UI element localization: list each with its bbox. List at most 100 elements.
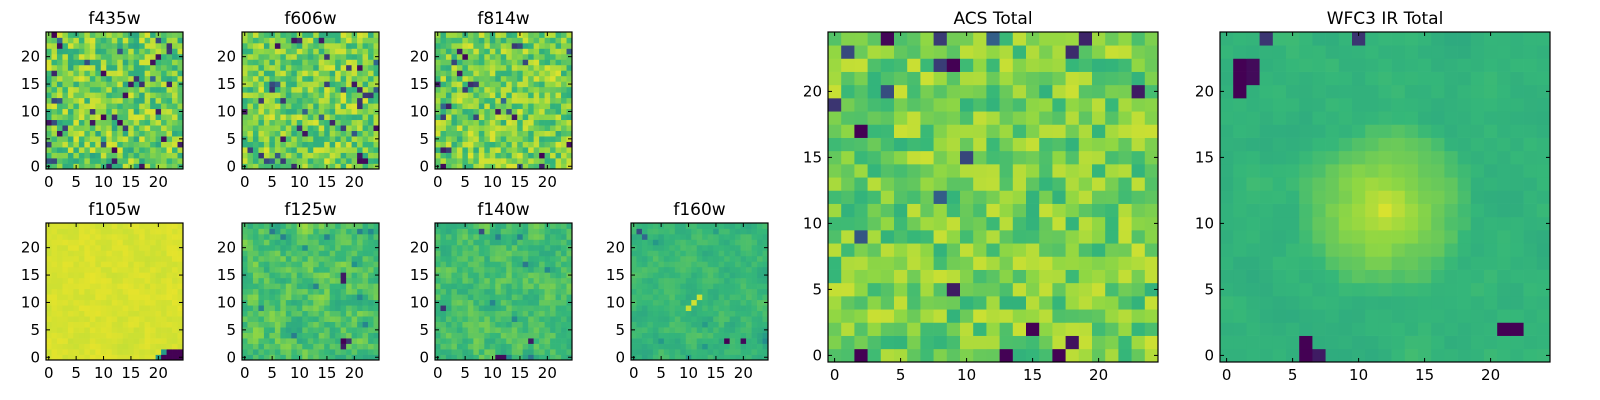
heatmap-cell	[373, 37, 380, 44]
heatmap-cell	[139, 103, 145, 110]
heatmap-cell	[51, 163, 58, 170]
heatmap-cell	[658, 266, 665, 273]
heatmap-cell	[544, 86, 551, 93]
heatmap-cell	[528, 136, 534, 142]
heatmap-cell	[757, 349, 763, 355]
heatmap-cell	[46, 42, 52, 49]
heatmap-cell	[84, 354, 91, 361]
heatmap-cell	[89, 42, 96, 49]
heatmap-cell	[351, 261, 358, 268]
heatmap-cell	[920, 190, 934, 204]
heatmap-cell	[95, 42, 102, 49]
heatmap-cell	[78, 228, 85, 235]
heatmap-cell	[307, 244, 314, 251]
heatmap-cell	[1144, 230, 1159, 244]
heatmap-cell	[89, 158, 96, 164]
heatmap-cell	[84, 239, 91, 246]
heatmap-cell	[177, 119, 184, 126]
heatmap-cell	[67, 332, 74, 339]
heatmap-cell	[128, 158, 135, 164]
heatmap-cell	[946, 348, 961, 363]
heatmap-cell	[550, 114, 556, 121]
heatmap-cell	[84, 305, 91, 312]
heatmap-cell	[511, 103, 518, 110]
heatmap-cell	[506, 288, 513, 295]
x-tick-label: 0	[240, 173, 250, 191]
heatmap-cell	[696, 294, 703, 301]
heatmap-cell	[100, 125, 107, 131]
heatmap-cell	[274, 316, 281, 322]
heatmap-cell	[51, 92, 58, 99]
heatmap-cell	[500, 239, 507, 246]
heatmap-cell	[346, 42, 352, 49]
heatmap-cell	[296, 310, 303, 317]
heatmap-cell	[318, 152, 325, 159]
heatmap-cell	[106, 158, 113, 164]
heatmap-cell	[51, 299, 58, 306]
heatmap-cell	[269, 349, 276, 355]
heatmap-cell	[920, 309, 934, 323]
heatmap-cell	[702, 288, 709, 295]
heatmap-cell	[269, 97, 276, 104]
heatmap-cell	[467, 332, 474, 339]
heatmap-cell	[658, 299, 665, 306]
heatmap-cell	[313, 288, 320, 295]
heatmap-cell	[473, 141, 480, 148]
heatmap-cell	[84, 343, 91, 350]
heatmap-cell	[451, 86, 458, 93]
heatmap-cell	[247, 305, 254, 312]
heatmap-cell	[155, 250, 162, 257]
heatmap-cell	[78, 239, 85, 246]
heatmap-cell	[894, 243, 908, 257]
heatmap-cell	[351, 37, 358, 44]
heatmap-cell	[362, 349, 369, 355]
heatmap-cell	[78, 75, 85, 82]
heatmap-cell	[111, 130, 118, 137]
heatmap-cell	[495, 70, 502, 77]
heatmap-cell	[478, 103, 485, 110]
heatmap-cell	[445, 70, 452, 77]
heatmap-cell	[362, 163, 369, 170]
heatmap-cell	[351, 114, 358, 121]
heatmap-cell	[155, 108, 162, 115]
heatmap-cell	[172, 130, 178, 137]
heatmap-cell	[351, 327, 358, 333]
heatmap-cell	[247, 233, 254, 240]
x-tick-label: 0	[44, 364, 54, 382]
heatmap-cell	[517, 64, 524, 71]
heatmap-cell	[713, 250, 720, 257]
heatmap-cell	[280, 92, 287, 99]
heatmap-cell	[56, 294, 63, 301]
heatmap-cell	[285, 288, 292, 295]
heatmap-cell	[100, 283, 107, 290]
heatmap-cell	[489, 92, 496, 99]
heatmap-cell	[247, 86, 254, 93]
heatmap-cell	[511, 158, 518, 164]
heatmap-cell	[445, 130, 452, 137]
heatmap-cell	[663, 250, 670, 257]
heatmap-cell	[373, 288, 380, 295]
heatmap-cell	[511, 250, 518, 257]
heatmap-cell	[473, 244, 480, 251]
heatmap-cell	[56, 233, 63, 240]
heatmap-cell	[106, 233, 113, 240]
heatmap-cell	[95, 250, 102, 257]
heatmap-cell	[89, 108, 96, 115]
heatmap-cell	[302, 152, 309, 159]
heatmap-cell	[674, 228, 681, 235]
heatmap-cell	[528, 343, 534, 350]
heatmap-cell	[685, 283, 692, 290]
heatmap-cell	[854, 216, 868, 231]
heatmap-cell	[933, 309, 948, 323]
heatmap-cell	[757, 266, 763, 273]
heatmap-cell	[324, 158, 331, 164]
heatmap-cell	[986, 335, 1000, 350]
heatmap-cell	[340, 266, 347, 273]
heatmap-cell	[368, 75, 374, 82]
heatmap-cell	[150, 266, 156, 273]
heatmap-cell	[647, 294, 654, 301]
heatmap-cell	[854, 164, 868, 178]
heatmap-cell	[128, 70, 135, 77]
heatmap-cell	[555, 277, 562, 284]
heatmap-cell	[751, 244, 758, 251]
